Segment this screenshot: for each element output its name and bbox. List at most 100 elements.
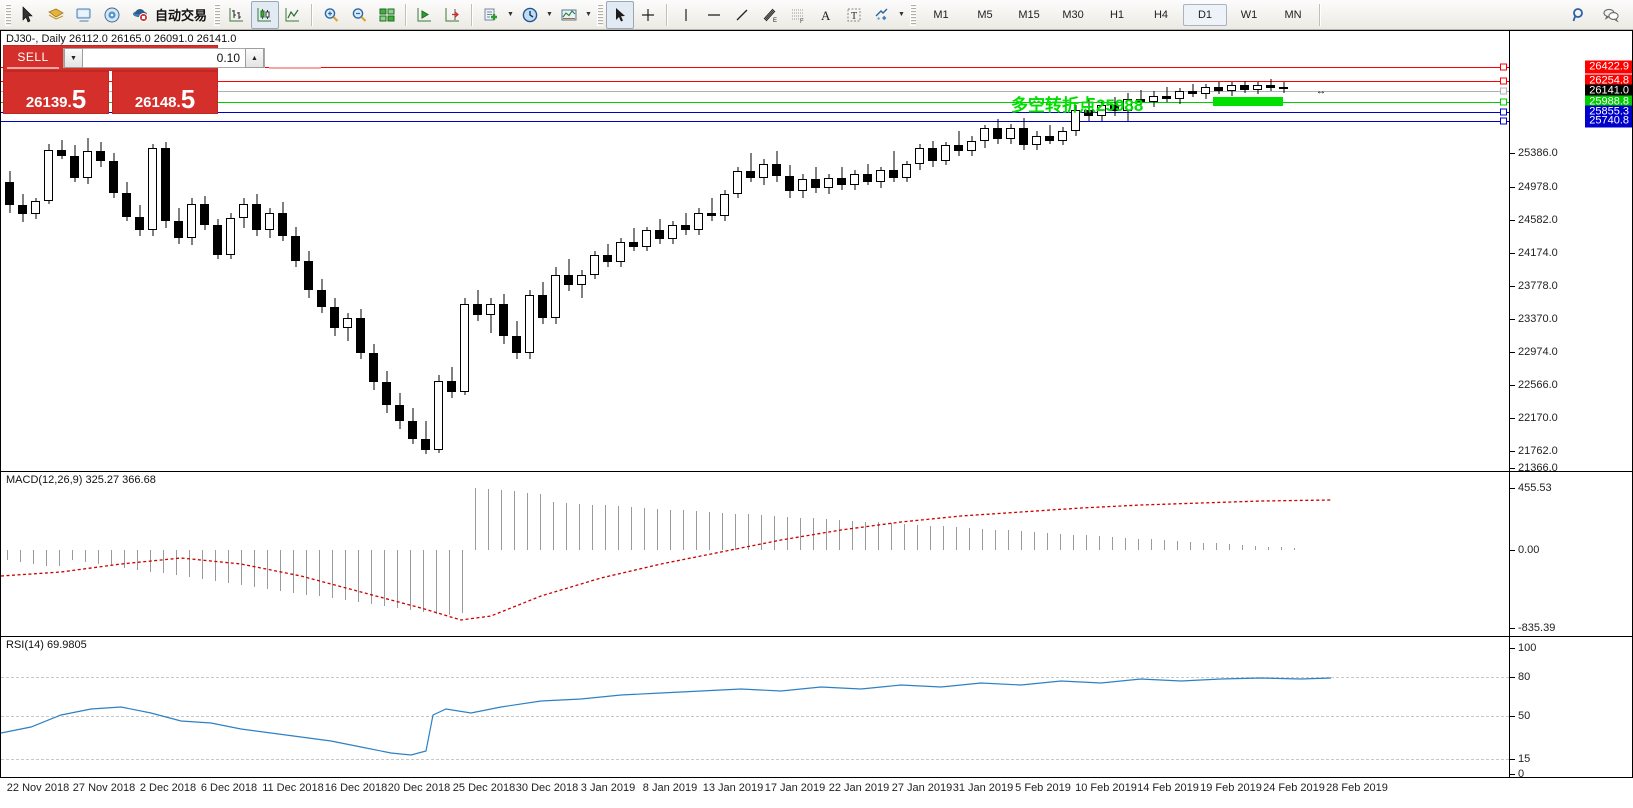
rsi-pane[interactable]: 100 80 50 15 0 RSI(14) 69.9805 — [0, 636, 1633, 778]
drag-handle-icon[interactable]: ↔ — [1316, 86, 1326, 97]
macd-scale-tick — [1510, 628, 1515, 629]
buy-button[interactable]: BUY — [269, 47, 321, 69]
price-level-line[interactable] — [1, 81, 1509, 82]
cursor-tool-icon[interactable] — [606, 0, 635, 29]
data-window-icon[interactable] — [70, 1, 98, 29]
navigator-globe-icon[interactable] — [98, 1, 126, 29]
templates-dropdown-caret-icon[interactable]: ▼ — [585, 11, 592, 18]
timeframe-m5[interactable]: M5 — [977, 8, 993, 21]
price-level-tag[interactable]: 26422.9 — [1585, 60, 1632, 74]
candlestick — [1162, 31, 1171, 471]
volume-input[interactable] — [83, 50, 245, 66]
periods-clock-icon[interactable] — [516, 1, 544, 29]
text-label-tool-icon[interactable]: T — [840, 1, 868, 29]
price-level-tag[interactable]: 26141.0 — [1585, 84, 1632, 98]
candle-body — [1058, 131, 1067, 141]
folder-icon[interactable] — [42, 1, 70, 29]
price-level-line[interactable] — [1, 102, 1509, 103]
candle-body — [538, 294, 547, 318]
text-tool-icon[interactable]: A — [812, 1, 840, 29]
search-icon[interactable] — [1565, 1, 1593, 29]
price-level-tag[interactable]: 25740.8 — [1585, 114, 1632, 128]
timeframe-h4[interactable]: H4 — [1153, 8, 1169, 21]
toolbar-grip-3[interactable] — [597, 3, 604, 26]
price-level-line[interactable] — [1, 67, 1509, 68]
sell-button[interactable]: SELL — [7, 47, 59, 69]
new-order-icon[interactable] — [14, 1, 42, 29]
macd-histogram-bar — [189, 550, 190, 578]
price-level-line[interactable] — [1, 112, 1509, 113]
timeframe-h1[interactable]: H1 — [1109, 8, 1125, 21]
price-scale-tick — [1510, 385, 1515, 386]
macd-pane[interactable]: 455.53 0.00 -835.39 MACD(12,26,9) 325.27 3… — [0, 471, 1633, 637]
auto-scroll-icon[interactable] — [411, 1, 439, 29]
indicators-icon[interactable] — [477, 1, 505, 29]
price-level-line[interactable] — [1, 91, 1509, 92]
macd-histogram-bar — [163, 550, 164, 574]
macd-plot-area[interactable] — [1, 472, 1509, 636]
price-level-tag[interactable]: 26254.8 — [1585, 74, 1632, 88]
candlestick — [382, 31, 391, 471]
price-pane[interactable]: 25386.0 24978.0 24582.0 24174.0 23778.0 23370… — [0, 30, 1633, 472]
toolbar-grip-4[interactable] — [910, 3, 917, 26]
price-level-handle[interactable] — [1500, 77, 1507, 85]
candle-body — [356, 317, 365, 354]
timeframe-m30[interactable]: M30 — [1062, 8, 1084, 21]
date-axis[interactable]: 22 Nov 2018 27 Nov 2018 2 Dec 2018 6 Dec 20… — [0, 778, 1633, 808]
fibonacci-tool-icon[interactable]: F — [784, 1, 812, 29]
equidistant-channel-tool-icon[interactable]: E — [756, 1, 784, 29]
zoom-out-icon[interactable] — [345, 1, 373, 29]
chart-shift-icon[interactable] — [439, 1, 467, 29]
price-plot-area[interactable] — [1, 31, 1509, 471]
price-level-handle[interactable] — [1500, 63, 1507, 71]
macd-histogram-bar — [46, 550, 47, 566]
autotrading-icon[interactable] — [126, 1, 154, 29]
candlestick — [876, 31, 885, 471]
toolbar-grip-2[interactable] — [214, 3, 221, 26]
one-click-trading-panel[interactable]: SELL ▼ ▲ BUY 26139 . 5 26148 . 5 — [3, 45, 321, 114]
price-level-handle[interactable] — [1500, 87, 1507, 95]
macd-histogram-bar — [1281, 547, 1282, 550]
price-scale[interactable]: 25386.0 24978.0 24582.0 24174.0 23778.0 23370… — [1509, 31, 1632, 471]
templates-icon[interactable] — [555, 1, 583, 29]
timeframe-d1[interactable]: D1 — [1183, 3, 1228, 26]
timeframe-mn[interactable]: MN — [1284, 8, 1302, 21]
toolbar-grip-1[interactable] — [5, 3, 11, 26]
volume-stepper[interactable]: ▼ ▲ — [63, 48, 265, 68]
candlestick-chart-icon[interactable] — [251, 0, 280, 29]
objects-icon[interactable] — [868, 1, 896, 29]
price-scale-label: 23778.0 — [1518, 280, 1558, 292]
line-chart-icon[interactable] — [279, 1, 307, 29]
periods-dropdown-caret-icon[interactable]: ▼ — [546, 11, 553, 18]
candlestick — [369, 31, 378, 471]
tile-windows-icon[interactable] — [373, 1, 401, 29]
horizontal-line-tool-icon[interactable] — [700, 1, 728, 29]
bar-chart-icon[interactable] — [223, 1, 251, 29]
trendline-tool-icon[interactable] — [728, 1, 756, 29]
chart-annotation-text[interactable]: 多空转折点25988 — [1011, 96, 1144, 115]
indicators-dropdown-caret-icon[interactable]: ▼ — [507, 11, 514, 18]
candle-body — [330, 306, 339, 329]
vertical-line-tool-icon[interactable] — [672, 1, 700, 29]
zoom-in-icon[interactable] — [317, 1, 345, 29]
price-level-handle[interactable] — [1500, 117, 1507, 125]
sell-price-button[interactable]: 26139 . 5 — [3, 71, 109, 114]
price-level-handle[interactable] — [1500, 98, 1507, 106]
buy-price-button[interactable]: 26148 . 5 — [112, 71, 218, 114]
chat-icon[interactable] — [1597, 1, 1625, 29]
selected-range-highlight[interactable] — [1213, 97, 1283, 106]
timeframe-m15[interactable]: M15 — [1018, 8, 1040, 21]
rsi-scale[interactable]: 100 80 50 15 0 — [1509, 637, 1632, 777]
price-level-tag[interactable]: 25988.8 — [1585, 95, 1632, 109]
price-scale-tick — [1510, 352, 1515, 353]
crosshair-tool-icon[interactable] — [634, 1, 662, 29]
timeframe-w1[interactable]: W1 — [1240, 8, 1258, 21]
rsi-plot-area[interactable] — [1, 637, 1509, 777]
objects-dropdown-caret-icon[interactable]: ▼ — [898, 11, 905, 18]
price-level-handle[interactable] — [1500, 108, 1507, 116]
volume-increase-button[interactable]: ▲ — [245, 48, 264, 68]
price-level-line[interactable] — [1, 121, 1509, 122]
macd-scale[interactable]: 455.53 0.00 -835.39 — [1509, 472, 1632, 636]
volume-decrease-button[interactable]: ▼ — [64, 48, 83, 68]
timeframe-m1[interactable]: M1 — [933, 8, 949, 21]
